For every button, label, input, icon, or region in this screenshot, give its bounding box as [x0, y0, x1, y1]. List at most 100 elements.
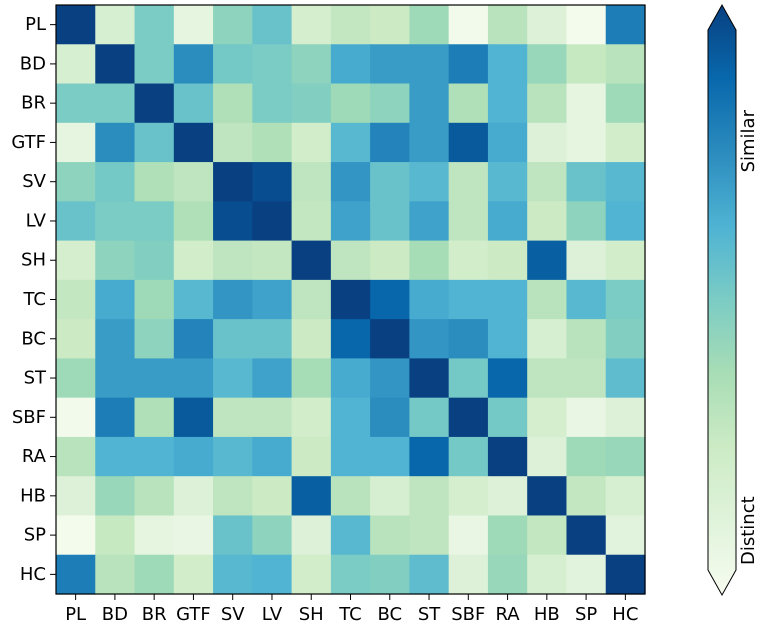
- heatmap-cell-TC-LV: [252, 279, 293, 320]
- heatmap-cell-BR-BC: [370, 83, 410, 124]
- heatmap-cell-HB-ST: [409, 476, 450, 517]
- x-tick-label: PL: [65, 604, 86, 625]
- heatmap-cell-BD-TC: [330, 44, 371, 85]
- heatmap-cell-BC-BC: [370, 319, 410, 359]
- heatmap-cell-TC-BR: [134, 279, 175, 320]
- heatmap-cell-PL-HB: [527, 5, 568, 45]
- heatmap-cell-SP-SH: [291, 515, 332, 556]
- heatmap-cell-HC-HC: [605, 554, 646, 595]
- heatmap-cell-HC-PL: [56, 554, 96, 595]
- heatmap-cell-ST-SP: [566, 358, 607, 399]
- heatmap-cell-TC-RA: [487, 279, 528, 320]
- heatmap-cell-PL-SBF: [448, 5, 489, 45]
- heatmap-cell-LV-LV: [252, 201, 293, 242]
- heatmap-cell-BC-GTF: [173, 319, 214, 359]
- heatmap-cell-HB-GTF: [173, 476, 214, 517]
- heatmap-cell-SH-PL: [56, 240, 96, 281]
- heatmap-cell-HC-TC: [330, 554, 371, 595]
- heatmap-cell-ST-PL: [56, 358, 96, 399]
- heatmap-cell-PL-BC: [370, 5, 410, 45]
- heatmap-cell-SBF-BR: [134, 397, 175, 438]
- y-tick-label: RA: [22, 446, 47, 467]
- heatmap-cell-SV-ST: [409, 162, 450, 202]
- heatmap-cell-HB-SH: [291, 476, 332, 517]
- heatmap-cell-ST-SH: [291, 358, 332, 399]
- heatmap-cell-BD-SV: [213, 44, 253, 85]
- y-tick-label: SBF: [12, 407, 46, 428]
- heatmap-cell-ST-BR: [134, 358, 175, 399]
- heatmap-cell-BD-SP: [566, 44, 607, 85]
- heatmap-cell-RA-RA: [487, 436, 528, 477]
- heatmap-cell-GTF-LV: [252, 122, 293, 163]
- heatmap-cell-PL-HC: [605, 5, 646, 45]
- heatmap-cell-BC-BD: [95, 319, 136, 359]
- x-tick-label: LV: [262, 604, 283, 625]
- heatmap-cell-HB-RA: [487, 476, 528, 517]
- y-tick-label: HC: [20, 564, 46, 585]
- heatmap-cell-RA-SV: [213, 436, 253, 477]
- heatmap-cell-HC-SV: [213, 554, 253, 595]
- x-tick-label: GTF: [176, 604, 211, 625]
- heatmap-cell-ST-RA: [487, 358, 528, 399]
- heatmap-cell-ST-BD: [95, 358, 136, 399]
- heatmap-cell-SBF-SV: [213, 397, 253, 438]
- y-tick-label: BC: [21, 328, 46, 349]
- heatmap-cell-SBF-SP: [566, 397, 607, 438]
- heatmap-cell-BC-RA: [487, 319, 528, 359]
- heatmap-cell-HC-BR: [134, 554, 175, 595]
- heatmap-cell-BD-BR: [134, 44, 175, 85]
- heatmap-cell-ST-TC: [330, 358, 371, 399]
- heatmap-cell-TC-PL: [56, 279, 96, 320]
- colorbar-bottom-label: Distinct: [738, 496, 759, 565]
- heatmap-cells: [56, 5, 646, 595]
- x-tick-label: TC: [338, 604, 362, 625]
- heatmap-cell-PL-LV: [252, 5, 293, 45]
- heatmap-cell-SP-BR: [134, 515, 175, 556]
- y-tick-label: SH: [21, 250, 46, 271]
- heatmap-cell-BR-HC: [605, 83, 646, 124]
- heatmap-cell-ST-HB: [527, 358, 568, 399]
- heatmap-cell-BR-SH: [291, 83, 332, 124]
- heatmap-cell-LV-RA: [487, 201, 528, 242]
- heatmap-cell-SV-SP: [566, 162, 607, 202]
- heatmap-cell-PL-BD: [95, 5, 136, 45]
- heatmap-cell-BD-SBF: [448, 44, 489, 85]
- y-tick-label: TC: [22, 289, 46, 310]
- heatmap-cell-TC-GTF: [173, 279, 214, 320]
- heatmap-cell-GTF-BD: [95, 122, 136, 163]
- heatmap-cell-RA-SBF: [448, 436, 489, 477]
- heatmap-cell-RA-BC: [370, 436, 410, 477]
- heatmap-cell-HB-SP: [566, 476, 607, 517]
- heatmap-cell-SV-RA: [487, 162, 528, 202]
- heatmap-cell-HB-BC: [370, 476, 410, 517]
- heatmap-cell-BR-TC: [330, 83, 371, 124]
- colorbar-top-label: Similar: [738, 109, 759, 172]
- heatmap-cell-LV-GTF: [173, 201, 214, 242]
- heatmap-cell-RA-TC: [330, 436, 371, 477]
- heatmap-cell-LV-BD: [95, 201, 136, 242]
- heatmap-cell-BC-LV: [252, 319, 293, 359]
- heatmap-cell-BD-ST: [409, 44, 450, 85]
- heatmap-cell-GTF-SH: [291, 122, 332, 163]
- heatmap-cell-BD-GTF: [173, 44, 214, 85]
- heatmap-cell-TC-SBF: [448, 279, 489, 320]
- heatmap-cell-HC-SP: [566, 554, 607, 595]
- heatmap-cell-SV-GTF: [173, 162, 214, 202]
- heatmap-cell-SV-HB: [527, 162, 568, 202]
- heatmap-cell-HB-HC: [605, 476, 646, 517]
- heatmap-cell-SBF-RA: [487, 397, 528, 438]
- heatmap-cell-SH-BC: [370, 240, 410, 281]
- heatmap-cell-BC-TC: [330, 319, 371, 359]
- heatmap-cell-LV-TC: [330, 201, 371, 242]
- heatmap-cell-BC-HC: [605, 319, 646, 359]
- heatmap-cell-TC-ST: [409, 279, 450, 320]
- heatmap-cell-SV-TC: [330, 162, 371, 202]
- heatmap-cell-SV-SBF: [448, 162, 489, 202]
- heatmap-cell-SBF-LV: [252, 397, 293, 438]
- heatmap-cell-SP-RA: [487, 515, 528, 556]
- heatmap-cell-HC-SBF: [448, 554, 489, 595]
- heatmap-cell-TC-HB: [527, 279, 568, 320]
- heatmap-cell-GTF-PL: [56, 122, 96, 163]
- heatmap-cell-SV-BD: [95, 162, 136, 202]
